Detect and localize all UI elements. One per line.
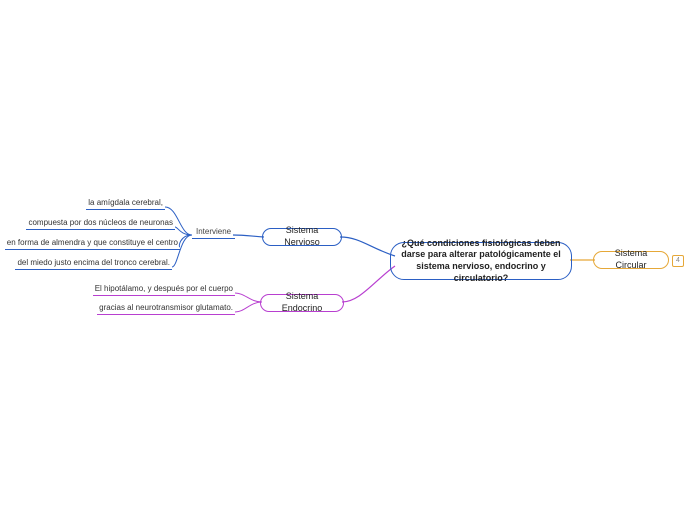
leaf-endocrino-1: gracias al neurotransmisor glutamato. [97, 303, 235, 315]
branch-nervioso-label: Sistema Nervioso [273, 225, 331, 248]
intervene-label: Interviene [196, 227, 231, 236]
leaf-nervioso-1: compuesta por dos núcleos de neuronas [26, 218, 175, 230]
leaf-nervioso-0: la amígdala cerebral, [86, 198, 165, 210]
branch-circular-label: Sistema Circular [604, 248, 658, 271]
leaf-nervioso-3: del miedo justo encima del tronco cerebr… [15, 258, 172, 270]
branch-endocrino[interactable]: Sistema Endocrino [260, 294, 344, 312]
circular-badge[interactable]: 4 [672, 255, 684, 267]
branch-circular[interactable]: Sistema Circular [593, 251, 669, 269]
central-text: ¿Qué condiciones fisiológicas deben dars… [401, 238, 561, 285]
branch-endocrino-label: Sistema Endocrino [271, 291, 333, 314]
leaf-endocrino-0: El hipotálamo, y después por el cuerpo [93, 284, 235, 296]
central-node[interactable]: ¿Qué condiciones fisiológicas deben dars… [390, 242, 572, 280]
leaf-nervioso-2: en forma de almendra y que constituye el… [5, 238, 180, 250]
intervene-node[interactable]: Interviene [192, 227, 235, 239]
branch-nervioso[interactable]: Sistema Nervioso [262, 228, 342, 246]
